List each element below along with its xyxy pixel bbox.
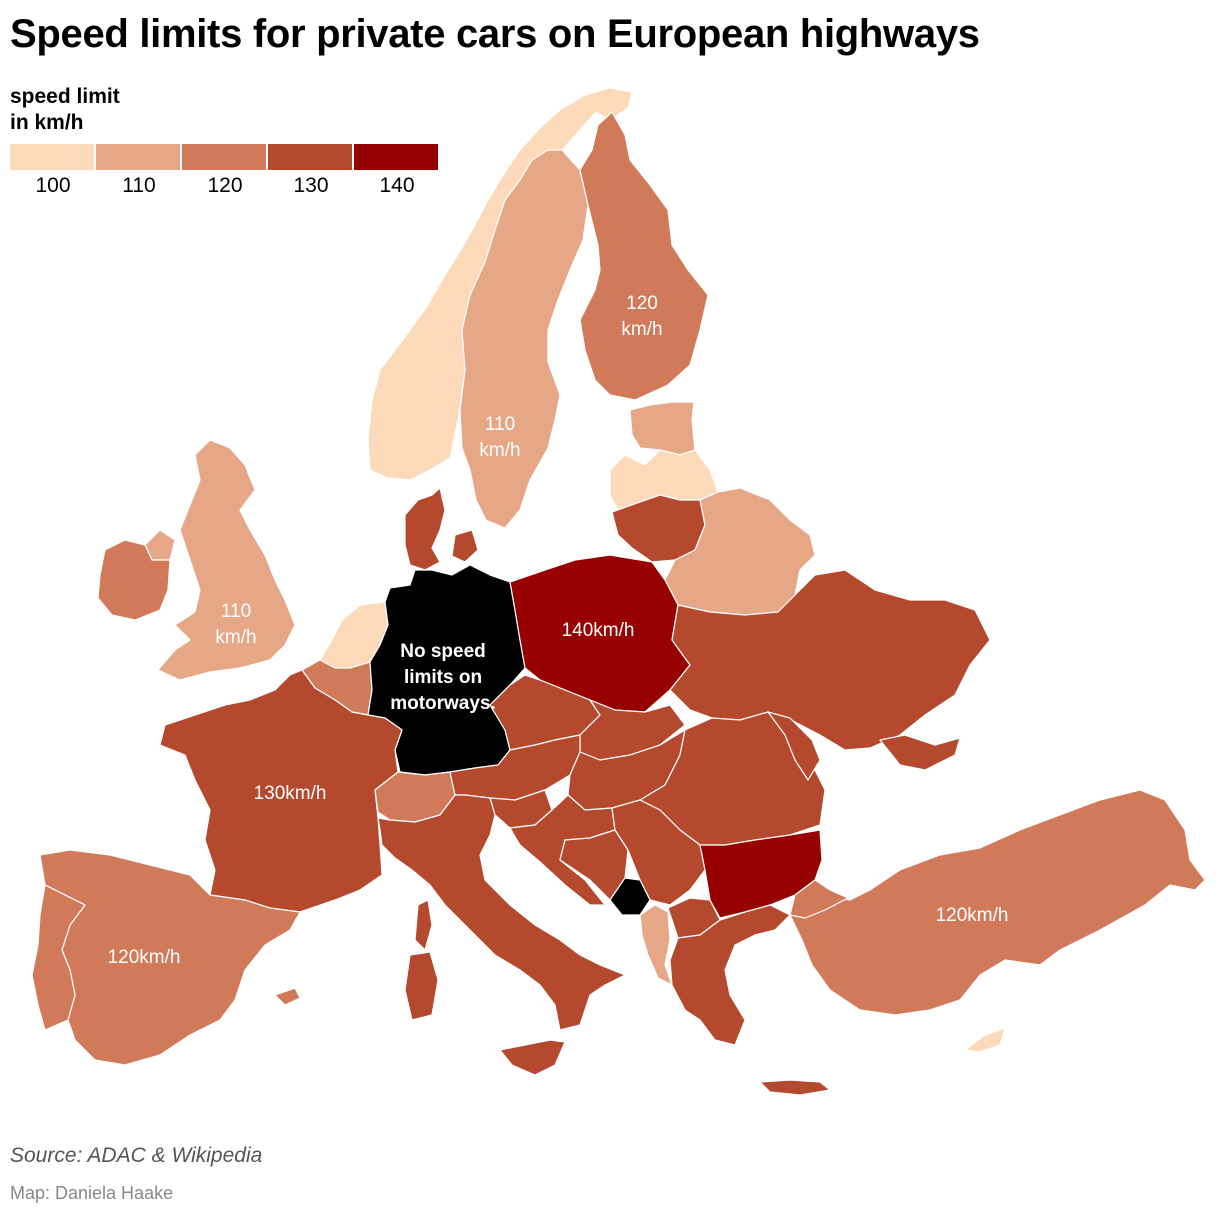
legend-label-140: 140	[379, 174, 415, 197]
legend-swatch-110	[96, 144, 180, 170]
legend-swatch-130	[268, 144, 352, 170]
map-credit: Map: Daniela Haake	[10, 1183, 174, 1203]
label-germany-line2: limits on	[404, 667, 482, 688]
label-poland: 140km/h	[562, 620, 635, 641]
country-ireland[interactable]	[97, 539, 171, 621]
label-finland-line1: 120	[626, 293, 658, 314]
country-moldova[interactable]	[767, 711, 821, 781]
label-sweden-line1: 110	[485, 414, 515, 435]
legend-title-line2: in km/h	[10, 111, 84, 134]
country-sicily[interactable]	[499, 1039, 566, 1076]
legend-swatch-120	[182, 144, 266, 170]
legend-swatch-100	[10, 144, 94, 170]
label-spain: 120km/h	[108, 947, 181, 968]
country-turkey[interactable]	[789, 789, 1206, 1016]
label-germany-line3: motorways.	[390, 693, 496, 714]
country-turkey-thrace[interactable]	[789, 879, 849, 919]
legend-label-110: 110	[122, 174, 156, 197]
country-sardinia[interactable]	[404, 951, 439, 1021]
legend-color-bar	[10, 144, 440, 170]
label-uk-line1: 110	[221, 601, 251, 622]
label-uk-line2: km/h	[215, 627, 256, 648]
legend-label-130: 130	[293, 174, 329, 197]
country-crimea[interactable]	[879, 734, 961, 771]
country-albania[interactable]	[639, 904, 673, 986]
country-united-kingdom[interactable]	[157, 439, 296, 681]
legend-title: speed limit in km/h	[10, 84, 120, 136]
legend-label-120: 120	[207, 174, 243, 197]
country-cyprus[interactable]	[964, 1027, 1006, 1053]
country-italy[interactable]	[377, 794, 626, 1031]
country-denmark[interactable]	[404, 487, 479, 571]
legend-swatch-140	[354, 144, 438, 170]
country-ukraine[interactable]	[669, 569, 991, 751]
country-corsica[interactable]	[414, 899, 433, 951]
legend-title-line1: speed limit	[10, 85, 120, 108]
country-estonia[interactable]	[629, 401, 696, 456]
country-balearics[interactable]	[274, 987, 301, 1006]
country-montenegro[interactable]	[609, 877, 651, 916]
country-sweden[interactable]	[459, 149, 589, 529]
legend-label-100: 100	[35, 174, 71, 197]
label-turkey: 120km/h	[936, 905, 1009, 926]
page-title: Speed limits for private cars on Europea…	[10, 12, 980, 56]
country-serbia[interactable]	[611, 799, 706, 906]
source-note: Source: ADAC & Wikipedia	[10, 1144, 263, 1167]
legend-labels: 100 110 120 130 140	[10, 174, 440, 198]
label-germany-line1: No speed	[400, 641, 486, 662]
country-crete[interactable]	[759, 1079, 831, 1096]
country-portugal[interactable]	[31, 884, 86, 1031]
country-greece[interactable]	[669, 904, 791, 1046]
label-sweden-line2: km/h	[479, 440, 520, 461]
country-finland[interactable]	[579, 111, 709, 401]
label-france: 130km/h	[254, 783, 327, 804]
label-finland-line2: km/h	[621, 319, 662, 340]
